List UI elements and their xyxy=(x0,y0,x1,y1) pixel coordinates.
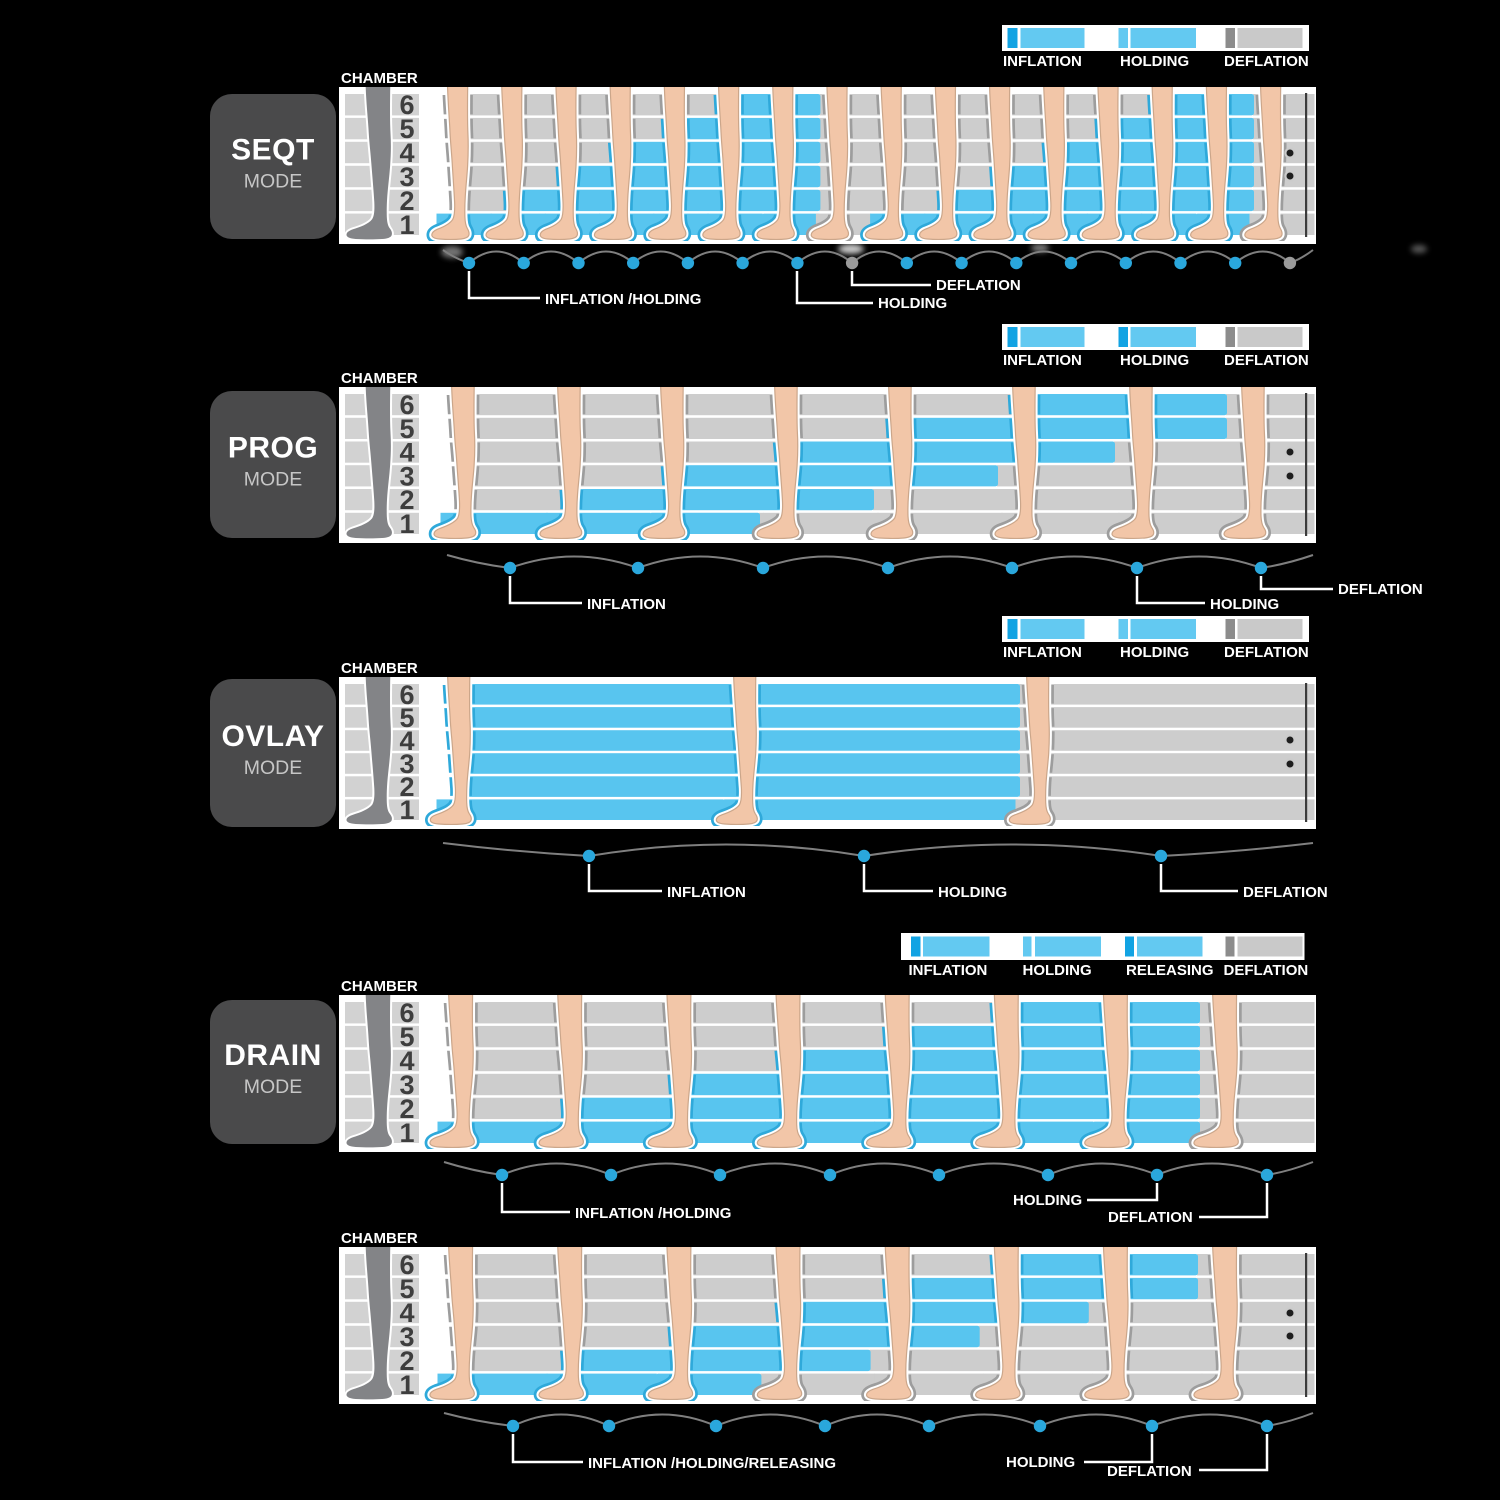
svg-text:INFLATION: INFLATION xyxy=(587,596,666,613)
svg-text:3: 3 xyxy=(399,749,414,779)
svg-text:OVLAY: OVLAY xyxy=(221,720,324,753)
svg-text:INFLATION /HOLDING: INFLATION /HOLDING xyxy=(575,1205,731,1222)
svg-text:4: 4 xyxy=(399,1046,414,1076)
svg-text:CHAMBER: CHAMBER xyxy=(341,978,418,995)
svg-text:1: 1 xyxy=(399,210,414,240)
svg-text:4: 4 xyxy=(399,438,414,468)
svg-text:INFLATION: INFLATION xyxy=(667,884,746,901)
svg-text:6: 6 xyxy=(399,998,414,1028)
svg-text:DEFLATION: DEFLATION xyxy=(1108,1209,1193,1226)
svg-text:6: 6 xyxy=(399,390,414,420)
svg-text:2: 2 xyxy=(399,772,414,802)
svg-text:2: 2 xyxy=(399,186,414,216)
svg-text:1: 1 xyxy=(399,795,414,825)
svg-text:DEFLATION: DEFLATION xyxy=(1224,962,1309,979)
svg-text:INFLATION: INFLATION xyxy=(1003,352,1082,369)
svg-text:INFLATION: INFLATION xyxy=(1003,644,1082,661)
svg-text:MODE: MODE xyxy=(244,1076,303,1098)
svg-text:HOLDING: HOLDING xyxy=(1006,1454,1075,1471)
svg-text:HOLDING: HOLDING xyxy=(1120,53,1189,70)
svg-text:HOLDING: HOLDING xyxy=(1013,1192,1082,1209)
svg-text:DEFLATION: DEFLATION xyxy=(936,277,1021,294)
svg-text:DEFLATION: DEFLATION xyxy=(1224,53,1309,70)
svg-text:DEFLATION: DEFLATION xyxy=(1243,884,1328,901)
svg-text:1: 1 xyxy=(399,509,414,539)
svg-text:CHAMBER: CHAMBER xyxy=(341,1230,418,1247)
svg-text:2: 2 xyxy=(399,1346,414,1376)
svg-text:MODE: MODE xyxy=(244,171,303,193)
svg-text:3: 3 xyxy=(399,162,414,192)
svg-text:3: 3 xyxy=(399,461,414,491)
svg-text:HOLDING: HOLDING xyxy=(1210,596,1279,613)
svg-text:5: 5 xyxy=(399,1022,414,1052)
svg-text:4: 4 xyxy=(399,138,414,168)
svg-text:HOLDING: HOLDING xyxy=(1120,352,1189,369)
svg-text:RELEASING: RELEASING xyxy=(1126,962,1214,979)
svg-text:CHAMBER: CHAMBER xyxy=(341,370,418,387)
svg-text:1: 1 xyxy=(399,1370,414,1400)
svg-text:6: 6 xyxy=(399,680,414,710)
svg-text:4: 4 xyxy=(399,726,414,756)
svg-text:INFLATION: INFLATION xyxy=(1003,53,1082,70)
svg-text:5: 5 xyxy=(399,414,414,444)
svg-text:HOLDING: HOLDING xyxy=(1023,962,1092,979)
svg-text:DRAIN: DRAIN xyxy=(224,1039,322,1072)
svg-text:CHAMBER: CHAMBER xyxy=(341,660,418,677)
svg-text:HOLDING: HOLDING xyxy=(878,295,947,312)
svg-text:5: 5 xyxy=(399,1274,414,1304)
svg-text:CHAMBER: CHAMBER xyxy=(341,70,418,87)
svg-text:2: 2 xyxy=(399,1094,414,1124)
svg-text:SEQT: SEQT xyxy=(231,134,315,167)
svg-text:INFLATION /HOLDING: INFLATION /HOLDING xyxy=(545,291,701,308)
svg-text:DEFLATION: DEFLATION xyxy=(1107,1463,1192,1480)
svg-text:6: 6 xyxy=(399,1250,414,1280)
svg-text:DEFLATION: DEFLATION xyxy=(1224,644,1309,661)
svg-text:INFLATION: INFLATION xyxy=(909,962,988,979)
svg-text:5: 5 xyxy=(399,114,414,144)
svg-text:6: 6 xyxy=(399,90,414,120)
svg-text:DEFLATION: DEFLATION xyxy=(1224,352,1309,369)
svg-text:HOLDING: HOLDING xyxy=(1120,644,1189,661)
svg-text:INFLATION /HOLDING/RELEASING: INFLATION /HOLDING/RELEASING xyxy=(588,1455,836,1472)
svg-text:4: 4 xyxy=(399,1298,414,1328)
svg-text:3: 3 xyxy=(399,1322,414,1352)
svg-text:PROG: PROG xyxy=(228,432,318,465)
svg-text:1: 1 xyxy=(399,1118,414,1148)
svg-text:3: 3 xyxy=(399,1070,414,1100)
svg-text:HOLDING: HOLDING xyxy=(938,884,1007,901)
svg-text:2: 2 xyxy=(399,485,414,515)
svg-text:MODE: MODE xyxy=(244,469,303,491)
svg-text:5: 5 xyxy=(399,703,414,733)
svg-text:DEFLATION: DEFLATION xyxy=(1338,581,1423,598)
svg-text:MODE: MODE xyxy=(244,757,303,779)
